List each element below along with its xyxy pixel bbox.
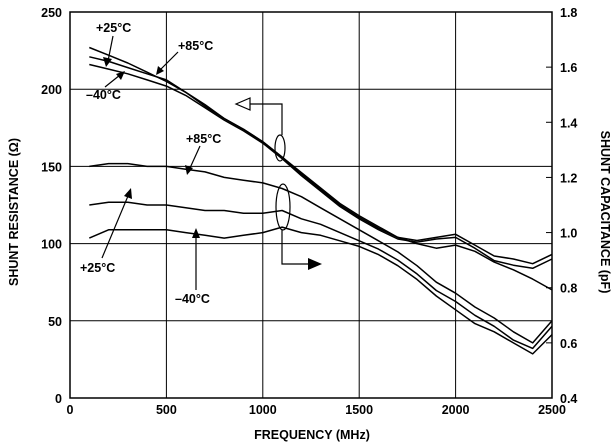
y-right-tick-label: 1.2: [560, 171, 577, 185]
series-line-capacitance-25c: [89, 201, 553, 350]
series-layer: [89, 46, 553, 355]
pointer-plus85-capacitance: [189, 145, 201, 169]
y-right-tick-label: 1.6: [560, 61, 577, 75]
group-marker-resistance: [274, 134, 286, 162]
y-right-tick-label: 0.8: [560, 282, 577, 296]
label-minus40-capacitance: –40°C: [175, 292, 210, 306]
arrowhead-plus85-resistance: [156, 66, 164, 75]
y-left-tick-label: 150: [41, 160, 62, 174]
arrowhead-minus40-resistance: [116, 71, 125, 80]
y-left-tick-label: 250: [41, 6, 62, 20]
x-tick-label: 1500: [345, 403, 373, 417]
group-marker-capacitance: [275, 183, 291, 231]
label-plus25-capacitance: +25°C: [80, 261, 115, 275]
axis-arrowhead-capacitance: [308, 258, 322, 270]
x-tick-label: 500: [156, 403, 177, 417]
y-left-tick-label: 100: [41, 238, 62, 252]
y-right-tick-label: 0.6: [560, 337, 577, 351]
y-right-tick-label: 1.8: [560, 6, 577, 20]
label-plus85-resistance: +85°C: [178, 39, 213, 53]
y-right-tick-label: 0.4: [560, 392, 577, 406]
axis-pointer-capacitance: [281, 230, 308, 265]
y-right-axis-title: SHUNT CAPACITANCE (pF): [598, 131, 612, 294]
pointer-plus25-capacitance: [101, 195, 129, 259]
y-right-tick-label: 1.4: [560, 116, 577, 130]
arrowhead-plus25-resistance: [103, 57, 112, 67]
label-minus40-resistance: –40°C: [86, 88, 121, 102]
annotation-layer: +25°C +85°C –40°C +85°C +25°C –40°C: [80, 21, 322, 306]
y-left-axis-title: SHUNT RESISTANCE (Ω): [7, 138, 21, 286]
plot-frame: [69, 11, 553, 399]
axis-pointer-resistance: [250, 103, 283, 135]
series-line-resistance-25c: [89, 46, 553, 291]
x-tick-label: 0: [67, 403, 74, 417]
series-line-resistance-85c: [89, 56, 553, 265]
y-right-tick-label: 1.0: [560, 227, 577, 241]
pointer-plus25-resistance: [107, 35, 114, 62]
arrowhead-plus85-capacitance: [185, 165, 193, 175]
ticks-layer: 0 500 1000 1500 2000 2500 0 50 100 150 200 250 0.4 0.…: [41, 6, 577, 417]
label-plus85-capacitance: +85°C: [186, 132, 221, 146]
x-tick-label: 2000: [442, 403, 470, 417]
y-left-tick-label: 50: [48, 315, 62, 329]
series-line-resistance-40c: [89, 63, 553, 270]
label-plus25-resistance: +25°C: [96, 21, 131, 35]
y-left-tick-label: 200: [41, 83, 62, 97]
series-line-capacitance-85c: [89, 162, 553, 344]
axis-arrowhead-resistance: [234, 97, 251, 111]
x-tick-label: 1000: [249, 403, 277, 417]
arrowhead-minus40-capacitance: [192, 228, 200, 238]
series-line-capacitance-40c: [89, 226, 553, 355]
y-left-tick-label: 0: [55, 392, 62, 406]
arrowhead-plus25-capacitance: [124, 188, 132, 199]
pointer-plus85-resistance: [159, 51, 179, 71]
x-axis-title: FREQUENCY (MHz): [254, 428, 370, 442]
x-tick-label: 2500: [538, 403, 566, 417]
pointer-minus40-resistance: [104, 74, 121, 88]
